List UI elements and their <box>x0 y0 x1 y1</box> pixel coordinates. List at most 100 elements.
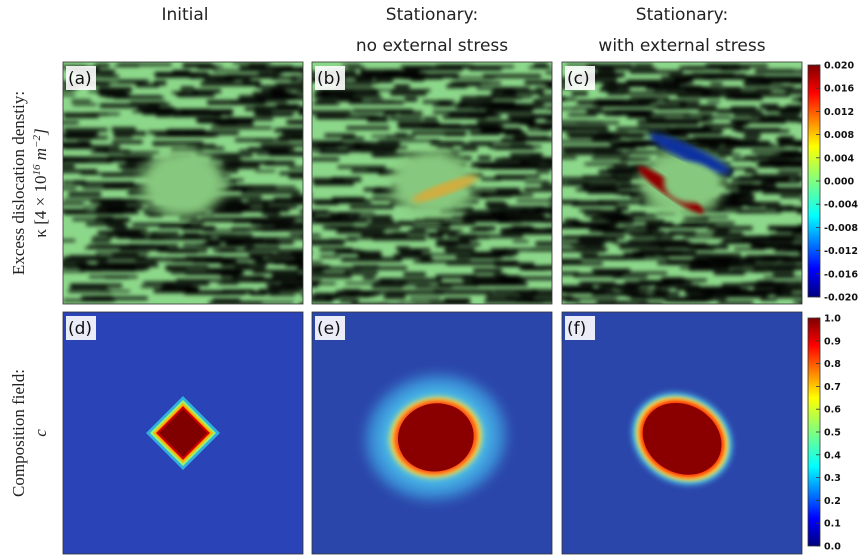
colorbar-tick-label: 0.7 <box>824 382 841 393</box>
streak <box>486 201 505 203</box>
streak <box>227 74 278 77</box>
streak <box>460 101 516 106</box>
streak <box>598 200 645 204</box>
streak <box>314 94 354 98</box>
symbol-part: κ [4 × 10 <box>31 176 50 238</box>
streak <box>384 111 397 115</box>
streak <box>618 272 667 275</box>
streak <box>579 282 615 286</box>
streak <box>684 236 745 238</box>
streak <box>703 124 743 128</box>
streak <box>423 100 455 103</box>
streak <box>202 245 254 247</box>
streak <box>561 262 603 265</box>
streak <box>64 266 91 269</box>
streak <box>557 297 617 300</box>
streak <box>717 110 762 114</box>
streak <box>536 241 560 246</box>
streak <box>315 90 329 94</box>
colorbar-tick-label: 0.8 <box>824 359 841 370</box>
streak <box>400 284 430 286</box>
streak <box>536 166 565 169</box>
streak <box>665 279 707 282</box>
streak <box>150 235 211 240</box>
streak <box>249 64 267 68</box>
streak <box>68 290 111 293</box>
streak <box>496 188 519 192</box>
streak <box>435 65 474 69</box>
streak <box>242 190 300 194</box>
streak <box>597 301 648 306</box>
streak <box>446 84 467 88</box>
streak <box>763 281 799 286</box>
streak <box>350 205 394 209</box>
panel <box>312 312 552 554</box>
streak <box>353 109 413 113</box>
streak <box>107 156 153 160</box>
streak <box>325 134 356 138</box>
streak <box>412 226 450 229</box>
streak <box>470 141 526 143</box>
streak <box>316 99 337 104</box>
streak <box>525 80 565 85</box>
streak <box>242 81 260 86</box>
streak <box>73 104 97 106</box>
streak <box>490 235 523 238</box>
streak <box>259 112 291 116</box>
streak <box>211 127 272 130</box>
colorbar-tick-label: 0.004 <box>824 153 854 164</box>
streak <box>632 288 648 290</box>
streak <box>63 128 107 132</box>
symbol-part: 16 <box>31 164 43 176</box>
streak <box>198 119 223 124</box>
streak <box>647 117 665 120</box>
streak <box>59 156 106 159</box>
panel-label: (d) <box>68 319 92 339</box>
streak <box>152 232 178 235</box>
streak <box>702 116 731 119</box>
figure: InitialStationary:no external stressStat… <box>0 0 868 556</box>
streak <box>531 114 561 117</box>
streak <box>346 126 389 130</box>
streak <box>302 214 315 218</box>
streak <box>410 297 441 299</box>
streak <box>653 289 669 292</box>
streak <box>576 121 618 124</box>
streak <box>679 66 704 70</box>
streak <box>338 166 386 169</box>
streak <box>437 74 454 77</box>
symbol-part: m <box>31 148 50 165</box>
streak <box>317 220 367 223</box>
streak <box>112 140 142 144</box>
streak <box>733 128 781 132</box>
colorbar-tick-label: -0.004 <box>824 200 858 211</box>
streak <box>130 102 166 104</box>
streak <box>112 127 136 131</box>
streak <box>720 257 771 261</box>
panel-label: (c) <box>567 69 590 89</box>
streak <box>581 253 598 257</box>
streak <box>510 144 531 147</box>
streak <box>265 161 295 166</box>
streak <box>494 273 507 275</box>
streak <box>218 283 239 285</box>
streak <box>753 268 794 272</box>
streak <box>445 132 465 136</box>
streak <box>718 204 742 209</box>
streak <box>662 254 710 257</box>
streak <box>685 288 740 290</box>
streak <box>239 301 293 303</box>
streak <box>93 264 131 266</box>
streak <box>670 130 722 134</box>
streak <box>725 146 785 148</box>
streak <box>80 182 135 186</box>
streak <box>626 79 688 84</box>
streak <box>220 248 236 252</box>
streak <box>689 265 742 268</box>
panel-label: (e) <box>317 319 341 339</box>
streak <box>630 70 683 74</box>
streak <box>304 239 340 241</box>
panel-label: (a) <box>68 69 92 89</box>
streak <box>48 141 89 146</box>
streak <box>568 181 617 185</box>
